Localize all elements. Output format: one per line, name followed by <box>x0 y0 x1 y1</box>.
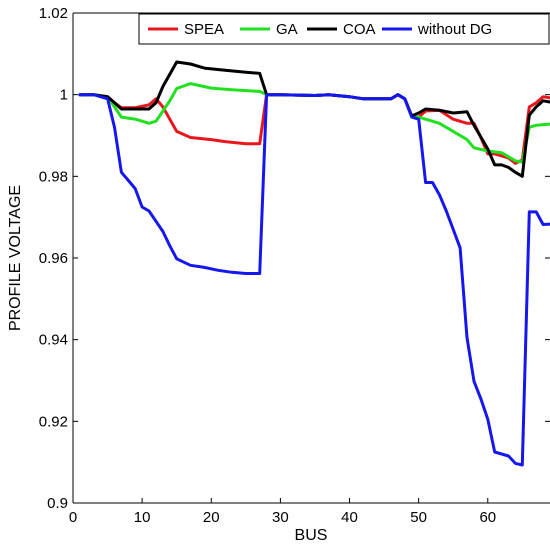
legend-label-spea: SPEA <box>184 21 224 38</box>
x-tick-label: 10 <box>134 509 151 526</box>
legend-label-ga: GA <box>276 21 298 38</box>
y-axis-title: PROFILE VOLTAGE <box>7 185 24 331</box>
x-tick-label: 0 <box>69 509 77 526</box>
series-lines <box>78 60 550 467</box>
chart-legend: SPEA GA COA without DG <box>138 13 550 45</box>
x-tick-label: 30 <box>272 509 289 526</box>
legend-box <box>138 13 550 45</box>
x-axis-title: BUS <box>295 527 328 544</box>
y-tick-label: 0.9 <box>47 495 68 512</box>
y-tick-label: 0.94 <box>39 332 68 349</box>
legend-label-without-dg: without DG <box>417 21 492 38</box>
legend-label-coa: COA <box>343 21 376 38</box>
x-tick-label: 40 <box>341 509 358 526</box>
y-tick-label: 0.92 <box>39 413 68 430</box>
y-tick-label: 1 <box>60 87 68 104</box>
y-tick-label: 1.02 <box>39 5 68 22</box>
series-line-without-dg <box>78 93 550 467</box>
y-tick-label: 0.98 <box>39 168 68 185</box>
plot-area <box>73 13 550 503</box>
x-tick-label: 60 <box>479 509 496 526</box>
x-tick-label: 20 <box>203 509 220 526</box>
axis-ticks: 0 10 20 30 40 50 60 0.9 0.92 0.94 0.96 0.98 1 1.02 <box>39 5 550 526</box>
y-tick-label: 0.96 <box>39 250 68 267</box>
x-tick-label: 50 <box>410 509 427 526</box>
